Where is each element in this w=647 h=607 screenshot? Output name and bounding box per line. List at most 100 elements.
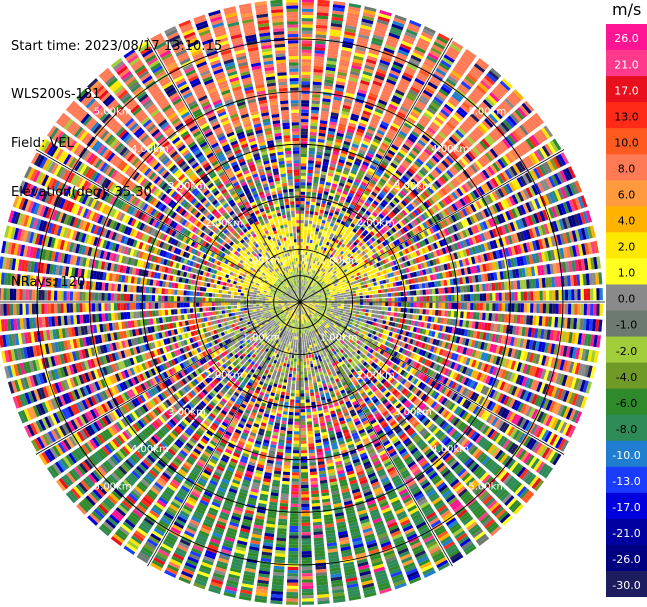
velocity-gate bbox=[375, 25, 388, 32]
velocity-gate bbox=[440, 108, 450, 118]
velocity-gate bbox=[331, 251, 335, 256]
velocity-gate bbox=[389, 177, 397, 184]
velocity-gate bbox=[499, 102, 510, 113]
velocity-gate bbox=[362, 223, 368, 229]
velocity-gate bbox=[307, 278, 309, 282]
velocity-gate bbox=[350, 299, 354, 302]
velocity-gate bbox=[350, 222, 356, 228]
velocity-gate bbox=[345, 21, 358, 27]
velocity-gate bbox=[340, 304, 345, 307]
velocity-gate bbox=[308, 289, 311, 293]
velocity-gate bbox=[408, 167, 416, 175]
velocity-gate bbox=[406, 63, 418, 71]
velocity-gate bbox=[305, 204, 310, 208]
velocity-gate bbox=[301, 74, 311, 79]
velocity-gate bbox=[545, 290, 550, 301]
velocity-gate bbox=[313, 257, 317, 261]
velocity-gate bbox=[368, 313, 372, 317]
velocity-gate bbox=[342, 170, 349, 175]
velocity-gate bbox=[311, 256, 315, 260]
velocity-gate bbox=[362, 295, 367, 299]
velocity-gate bbox=[488, 70, 500, 81]
velocity-gate bbox=[315, 284, 319, 288]
velocity-gate bbox=[301, 68, 311, 72]
velocity-gate bbox=[418, 97, 428, 106]
velocity-gate bbox=[362, 193, 369, 199]
velocity-gate bbox=[344, 31, 356, 37]
velocity-gate bbox=[313, 68, 323, 73]
velocity-gate bbox=[470, 303, 474, 310]
velocity-gate bbox=[314, 211, 319, 216]
velocity-gate bbox=[300, 147, 308, 151]
velocity-gate bbox=[364, 104, 374, 111]
velocity-gate bbox=[488, 313, 493, 321]
velocity-gate bbox=[384, 44, 396, 51]
velocity-gate bbox=[406, 285, 410, 291]
velocity-gate bbox=[353, 246, 359, 251]
velocity-gate bbox=[303, 294, 306, 298]
velocity-gate bbox=[308, 261, 311, 266]
velocity-gate bbox=[357, 236, 363, 242]
velocity-gate bbox=[356, 299, 360, 302]
velocity-gate bbox=[336, 310, 341, 313]
velocity-gate bbox=[376, 129, 385, 136]
velocity-gate bbox=[320, 225, 324, 230]
velocity-gate bbox=[344, 245, 349, 251]
velocity-gate bbox=[300, 207, 305, 211]
velocity-gate bbox=[336, 132, 344, 138]
velocity-gate bbox=[305, 287, 308, 291]
velocity-gate bbox=[358, 242, 363, 247]
velocity-gate bbox=[366, 55, 378, 62]
velocity-gate bbox=[460, 285, 464, 293]
velocity-gate bbox=[379, 59, 391, 66]
velocity-gate bbox=[372, 211, 378, 218]
velocity-gate bbox=[301, 30, 313, 35]
velocity-gate bbox=[301, 18, 314, 22]
velocity-gate bbox=[412, 162, 420, 170]
velocity-gate bbox=[520, 303, 524, 313]
velocity-gate bbox=[339, 59, 350, 65]
velocity-gate bbox=[323, 155, 330, 160]
velocity-gate bbox=[482, 303, 487, 311]
velocity-gate bbox=[429, 157, 438, 166]
velocity-gate bbox=[448, 136, 458, 145]
velocity-gate bbox=[387, 311, 391, 316]
velocity-gate bbox=[410, 296, 414, 302]
velocity-gate bbox=[365, 227, 371, 233]
velocity-gate bbox=[393, 61, 404, 68]
velocity-gate bbox=[459, 142, 468, 152]
velocity-gate bbox=[357, 152, 365, 158]
velocity-gate bbox=[363, 213, 369, 219]
velocity-gate bbox=[488, 113, 499, 124]
velocity-gate bbox=[308, 282, 311, 286]
velocity-gate bbox=[370, 119, 379, 126]
velocity-gate bbox=[330, 247, 334, 252]
velocity-gate bbox=[422, 28, 435, 37]
velocity-gate bbox=[358, 169, 366, 176]
velocity-gate bbox=[366, 298, 370, 302]
velocity-gate bbox=[314, 282, 317, 286]
velocity-gate bbox=[312, 221, 317, 225]
velocity-gate bbox=[371, 228, 377, 234]
velocity-gate bbox=[326, 273, 331, 277]
velocity-gate bbox=[300, 179, 306, 183]
velocity-gate bbox=[359, 305, 363, 309]
velocity-gate bbox=[425, 309, 430, 315]
velocity-gate bbox=[336, 255, 340, 260]
velocity-gate bbox=[308, 154, 315, 158]
velocity-gate bbox=[344, 255, 349, 260]
velocity-gate bbox=[390, 162, 398, 169]
velocity-gate bbox=[378, 126, 387, 133]
velocity-gate bbox=[545, 303, 550, 314]
velocity-gate bbox=[301, 109, 309, 113]
velocity-gate bbox=[355, 192, 361, 198]
velocity-gate bbox=[338, 65, 349, 71]
velocity-gate bbox=[564, 303, 569, 315]
velocity-gate bbox=[341, 173, 348, 178]
velocity-gate bbox=[397, 292, 401, 297]
velocity-gate bbox=[378, 99, 388, 106]
velocity-gate bbox=[358, 33, 370, 40]
velocity-gate bbox=[491, 313, 496, 322]
velocity-gate bbox=[385, 81, 395, 89]
velocity-gate bbox=[336, 218, 341, 223]
